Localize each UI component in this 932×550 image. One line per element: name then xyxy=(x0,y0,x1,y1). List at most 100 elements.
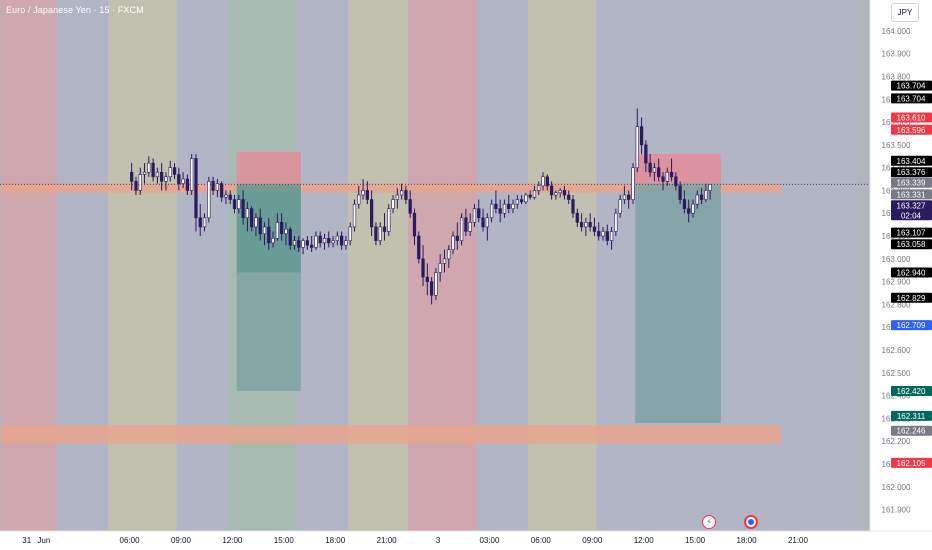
lightning-icon[interactable]: ⚡ xyxy=(702,515,716,529)
price-label-text: 163.107 xyxy=(897,229,926,238)
candle-body xyxy=(254,217,258,228)
candle-body xyxy=(318,235,322,244)
candle-body xyxy=(280,222,284,235)
price-label-text: 162.420 xyxy=(897,387,926,396)
candle-body xyxy=(267,226,271,244)
candle-body xyxy=(545,176,549,187)
price-label-text: 163.331 xyxy=(897,190,926,199)
price-label-box xyxy=(891,457,932,468)
record-icon[interactable] xyxy=(744,515,758,529)
candle-body xyxy=(494,203,498,209)
y-tick-label: 164.000 xyxy=(882,27,911,36)
candle-body xyxy=(348,226,352,241)
y-tick-label: 162.800 xyxy=(882,300,911,309)
price-label-text: 163.376 xyxy=(897,168,926,177)
price-label-text: 162.829 xyxy=(897,294,926,303)
candle-body xyxy=(699,194,704,200)
candle-body xyxy=(421,258,425,278)
candle-body xyxy=(511,203,515,209)
price-label-text: 163.327 xyxy=(897,201,926,210)
short-1-target-zone xyxy=(236,272,301,392)
candle-body xyxy=(455,235,459,241)
candle-body xyxy=(198,217,202,228)
candle-body xyxy=(331,240,335,244)
candle-body xyxy=(172,167,177,175)
session-band xyxy=(476,0,529,531)
y-tick-label: 162.900 xyxy=(882,278,911,287)
candle-body xyxy=(631,167,635,200)
x-tick-label: 15:00 xyxy=(685,536,706,545)
session-band xyxy=(56,0,109,531)
candle-body xyxy=(558,190,562,194)
candle-body xyxy=(571,199,575,214)
price-label-text: 162.105 xyxy=(897,459,926,468)
price-label-box xyxy=(891,320,932,331)
candle-body xyxy=(417,235,421,260)
y-tick-label: 162.200 xyxy=(882,437,911,446)
x-tick-label: 21:00 xyxy=(377,536,398,545)
x-tick-label: 06:00 xyxy=(531,536,552,545)
y-tick-label: 163.500 xyxy=(882,141,911,150)
candle-body xyxy=(541,176,545,187)
candle-body xyxy=(138,174,142,191)
candle-body xyxy=(224,194,228,198)
candle-body xyxy=(370,199,374,228)
candle-body xyxy=(155,171,160,178)
price-label-text: 163.404 xyxy=(897,157,926,166)
candle-body xyxy=(584,222,588,228)
candle-body xyxy=(498,208,502,214)
session-band xyxy=(296,0,349,531)
candle-body xyxy=(644,144,648,164)
candle-body xyxy=(468,222,472,232)
candle-body xyxy=(695,194,699,205)
candle-body xyxy=(549,185,554,196)
candle-body xyxy=(220,183,224,198)
candle-body xyxy=(310,244,314,248)
candle-body xyxy=(412,212,417,237)
price-label-box xyxy=(891,167,932,178)
candle-body xyxy=(297,240,301,248)
candle-body xyxy=(262,226,267,235)
x-tick-label: Jun xyxy=(37,536,50,545)
price-label-box xyxy=(891,189,932,200)
candle-body xyxy=(652,167,657,173)
price-label-box xyxy=(891,177,932,188)
price-label-text: 162.246 xyxy=(897,427,926,436)
candle-body xyxy=(605,231,609,241)
candle-body xyxy=(151,162,155,178)
candle-body xyxy=(665,171,669,182)
candle-body xyxy=(597,231,601,237)
price-label-text: 163.058 xyxy=(897,240,926,249)
price-label-text: 163.339 xyxy=(897,179,926,188)
candle-body xyxy=(395,194,399,200)
x-tick-label: 21:00 xyxy=(788,536,809,545)
candle-body xyxy=(477,208,481,219)
price-label-text: 162.311 xyxy=(897,412,926,421)
price-label-text: 163.704 xyxy=(897,82,926,91)
candle-body xyxy=(314,235,318,248)
price-label-box xyxy=(891,292,932,303)
x-tick-label: 09:00 xyxy=(171,536,192,545)
candle-body xyxy=(177,174,181,184)
candle-body xyxy=(301,240,305,248)
short-1-stop-zone xyxy=(236,151,301,185)
candle-body xyxy=(588,222,592,228)
candle-body xyxy=(215,183,220,191)
candle-body xyxy=(524,194,528,203)
currency-button[interactable]: JPY xyxy=(891,3,919,22)
x-tick-label: 31 xyxy=(22,536,31,545)
candle-body xyxy=(250,208,254,228)
candle-body xyxy=(687,208,691,214)
candle-body xyxy=(258,217,262,235)
supply-zone xyxy=(1,183,781,193)
candle-body xyxy=(464,217,468,232)
candle-body xyxy=(515,199,519,205)
countdown-label: 02:04 xyxy=(901,211,922,220)
x-tick-label: 09:00 xyxy=(582,536,603,545)
candle-body xyxy=(704,190,708,200)
candle-body xyxy=(288,228,292,246)
session-band xyxy=(1,0,57,531)
candle-body xyxy=(164,176,168,182)
x-tick-label: 18:00 xyxy=(737,536,758,545)
